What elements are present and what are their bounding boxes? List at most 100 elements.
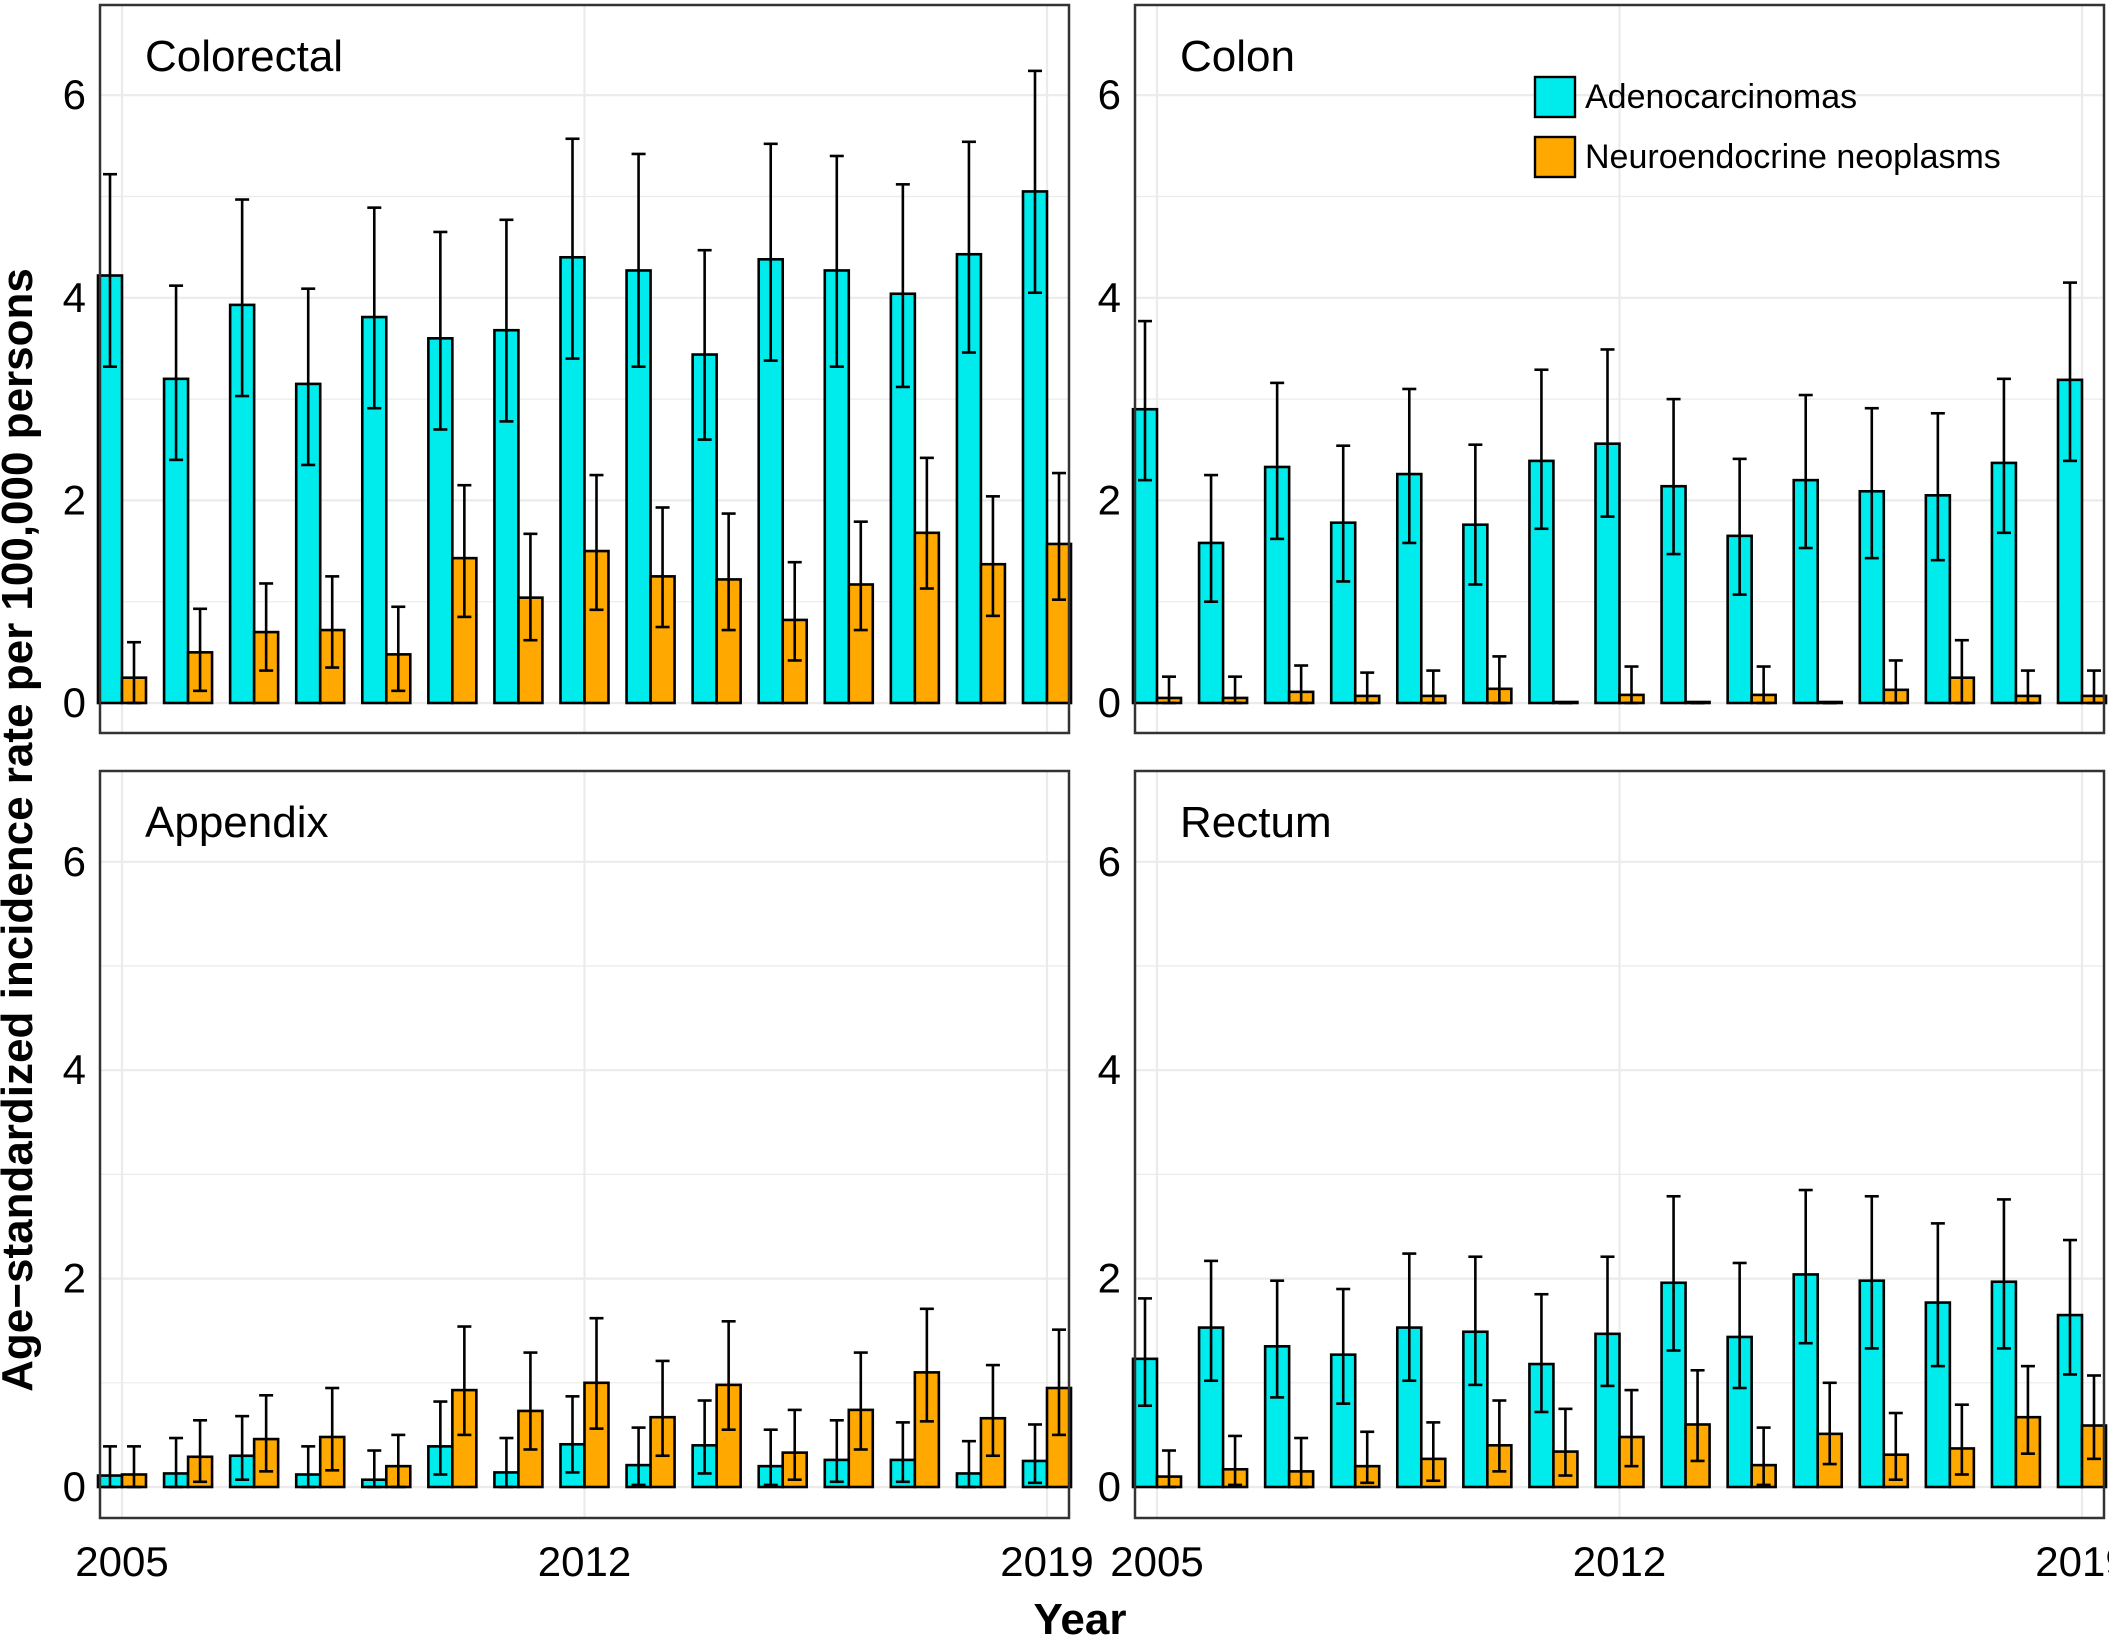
error-bar [1666,397,1681,556]
bar-adenocarcinomas [1594,442,1621,705]
error-bar [499,1436,514,1489]
error-bar [1028,1423,1042,1485]
error-bar [1600,1255,1615,1388]
error-bar [763,142,778,362]
error-bar [301,1445,316,1489]
error-bar [1204,473,1219,604]
error-bar [367,206,382,410]
error-bar [1402,387,1417,545]
error-bar [2063,281,2077,463]
panel-border [1133,769,2106,1520]
error-bar [655,1359,670,1458]
error-bar [919,456,934,590]
error-bar [523,1351,538,1451]
error-bar [1052,471,1066,601]
y-tick-label: 4 [63,1046,86,1093]
panel-colorectal: 0 2 4 6 Colorectal [63,3,1073,735]
error-bar [829,154,844,368]
error-bar [1492,1399,1507,1473]
bar-neuroendocrine [451,1388,478,1489]
error-bar [169,1436,184,1489]
error-bar [457,483,472,619]
y-tick-label: 6 [63,838,86,885]
error-bar [433,1400,448,1476]
error-bar [103,172,117,368]
error-bar [127,640,141,705]
error-bar [961,140,976,354]
error-bar [1954,638,1969,705]
legend: Adenocarcinomas Neuroendocrine neoplasms [1533,75,2001,179]
error-bar [1930,1222,1945,1368]
error-bar [1336,444,1351,583]
error-bar [1954,1403,1969,1476]
y-tick-label: 6 [1098,838,1121,885]
error-bar [1138,1297,1152,1408]
error-bar [127,1445,141,1489]
error-bar [1624,1388,1639,1468]
y-tick-label: 0 [1098,679,1121,726]
y-tick-label: 4 [1098,274,1121,321]
error-bar [193,1419,208,1484]
y-tick-label: 0 [1098,1463,1121,1510]
error-bar [325,1386,340,1472]
error-bar [2063,1238,2077,1376]
error-bar [1028,69,1042,295]
error-bar [1468,443,1483,586]
error-bar [787,1408,802,1482]
error-bar [895,1421,910,1484]
error-bar [631,152,646,368]
error-bar [565,137,580,360]
y-tick-label: 6 [1098,71,1121,118]
x-tick-label: 2019 [2035,1538,2109,1585]
error-bar [565,1395,580,1474]
y-axis-title: Age−standardized incidence rate per 100,… [0,268,42,1392]
error-bar [1888,1411,1903,1482]
y-tick-label: 6 [63,71,86,118]
error-bar [985,1363,1000,1458]
legend-swatch [1533,135,1577,179]
error-bar [1996,377,2011,535]
error-bar [1534,1292,1549,1414]
x-axis-title: Year [1034,1595,1127,1640]
panel-title: Appendix [145,798,328,847]
error-bar [1732,1261,1747,1390]
y-tick-label: 2 [1098,1255,1121,1302]
error-bar [1732,457,1747,596]
error-bar [1360,671,1375,705]
legend-swatch [1533,75,1577,119]
error-bar [391,1433,406,1489]
error-bar [1864,406,1879,560]
error-bar [1600,348,1615,518]
panel-border [98,3,1071,735]
error-bar [763,1428,778,1487]
error-bar [1294,1436,1309,1489]
x-tick-label: 2005 [75,1538,168,1585]
y-tick-label: 0 [63,1463,86,1510]
bar-adenocarcinomas [1990,1280,2018,1489]
panel-title: Colon [1180,32,1295,81]
error-bar [1888,659,1903,705]
error-bar [1052,1328,1066,1437]
error-bar [1534,368,1549,531]
error-bar [589,473,604,612]
error-bar [1690,1368,1705,1463]
error-bar [169,284,184,462]
panel-rectum: 0 2 4 6 Rectum 2005 2012 2019 [1098,769,2109,1585]
bar-adenocarcinomas [228,303,256,705]
x-tick-label: 2005 [1110,1538,1203,1585]
error-bar [235,1414,250,1482]
error-bar [1138,319,1152,482]
error-bar [1360,1430,1375,1485]
error-bar [193,607,208,693]
error-bar [1798,393,1813,550]
error-bar [631,1426,646,1487]
error-bar [1228,675,1243,705]
error-bar [919,1307,934,1423]
error-bar [1624,665,1639,705]
panel-title: Rectum [1180,798,1332,847]
error-bar [1864,1194,1879,1350]
error-bar [721,512,736,632]
error-bar [301,287,316,467]
error-bar [391,605,406,693]
